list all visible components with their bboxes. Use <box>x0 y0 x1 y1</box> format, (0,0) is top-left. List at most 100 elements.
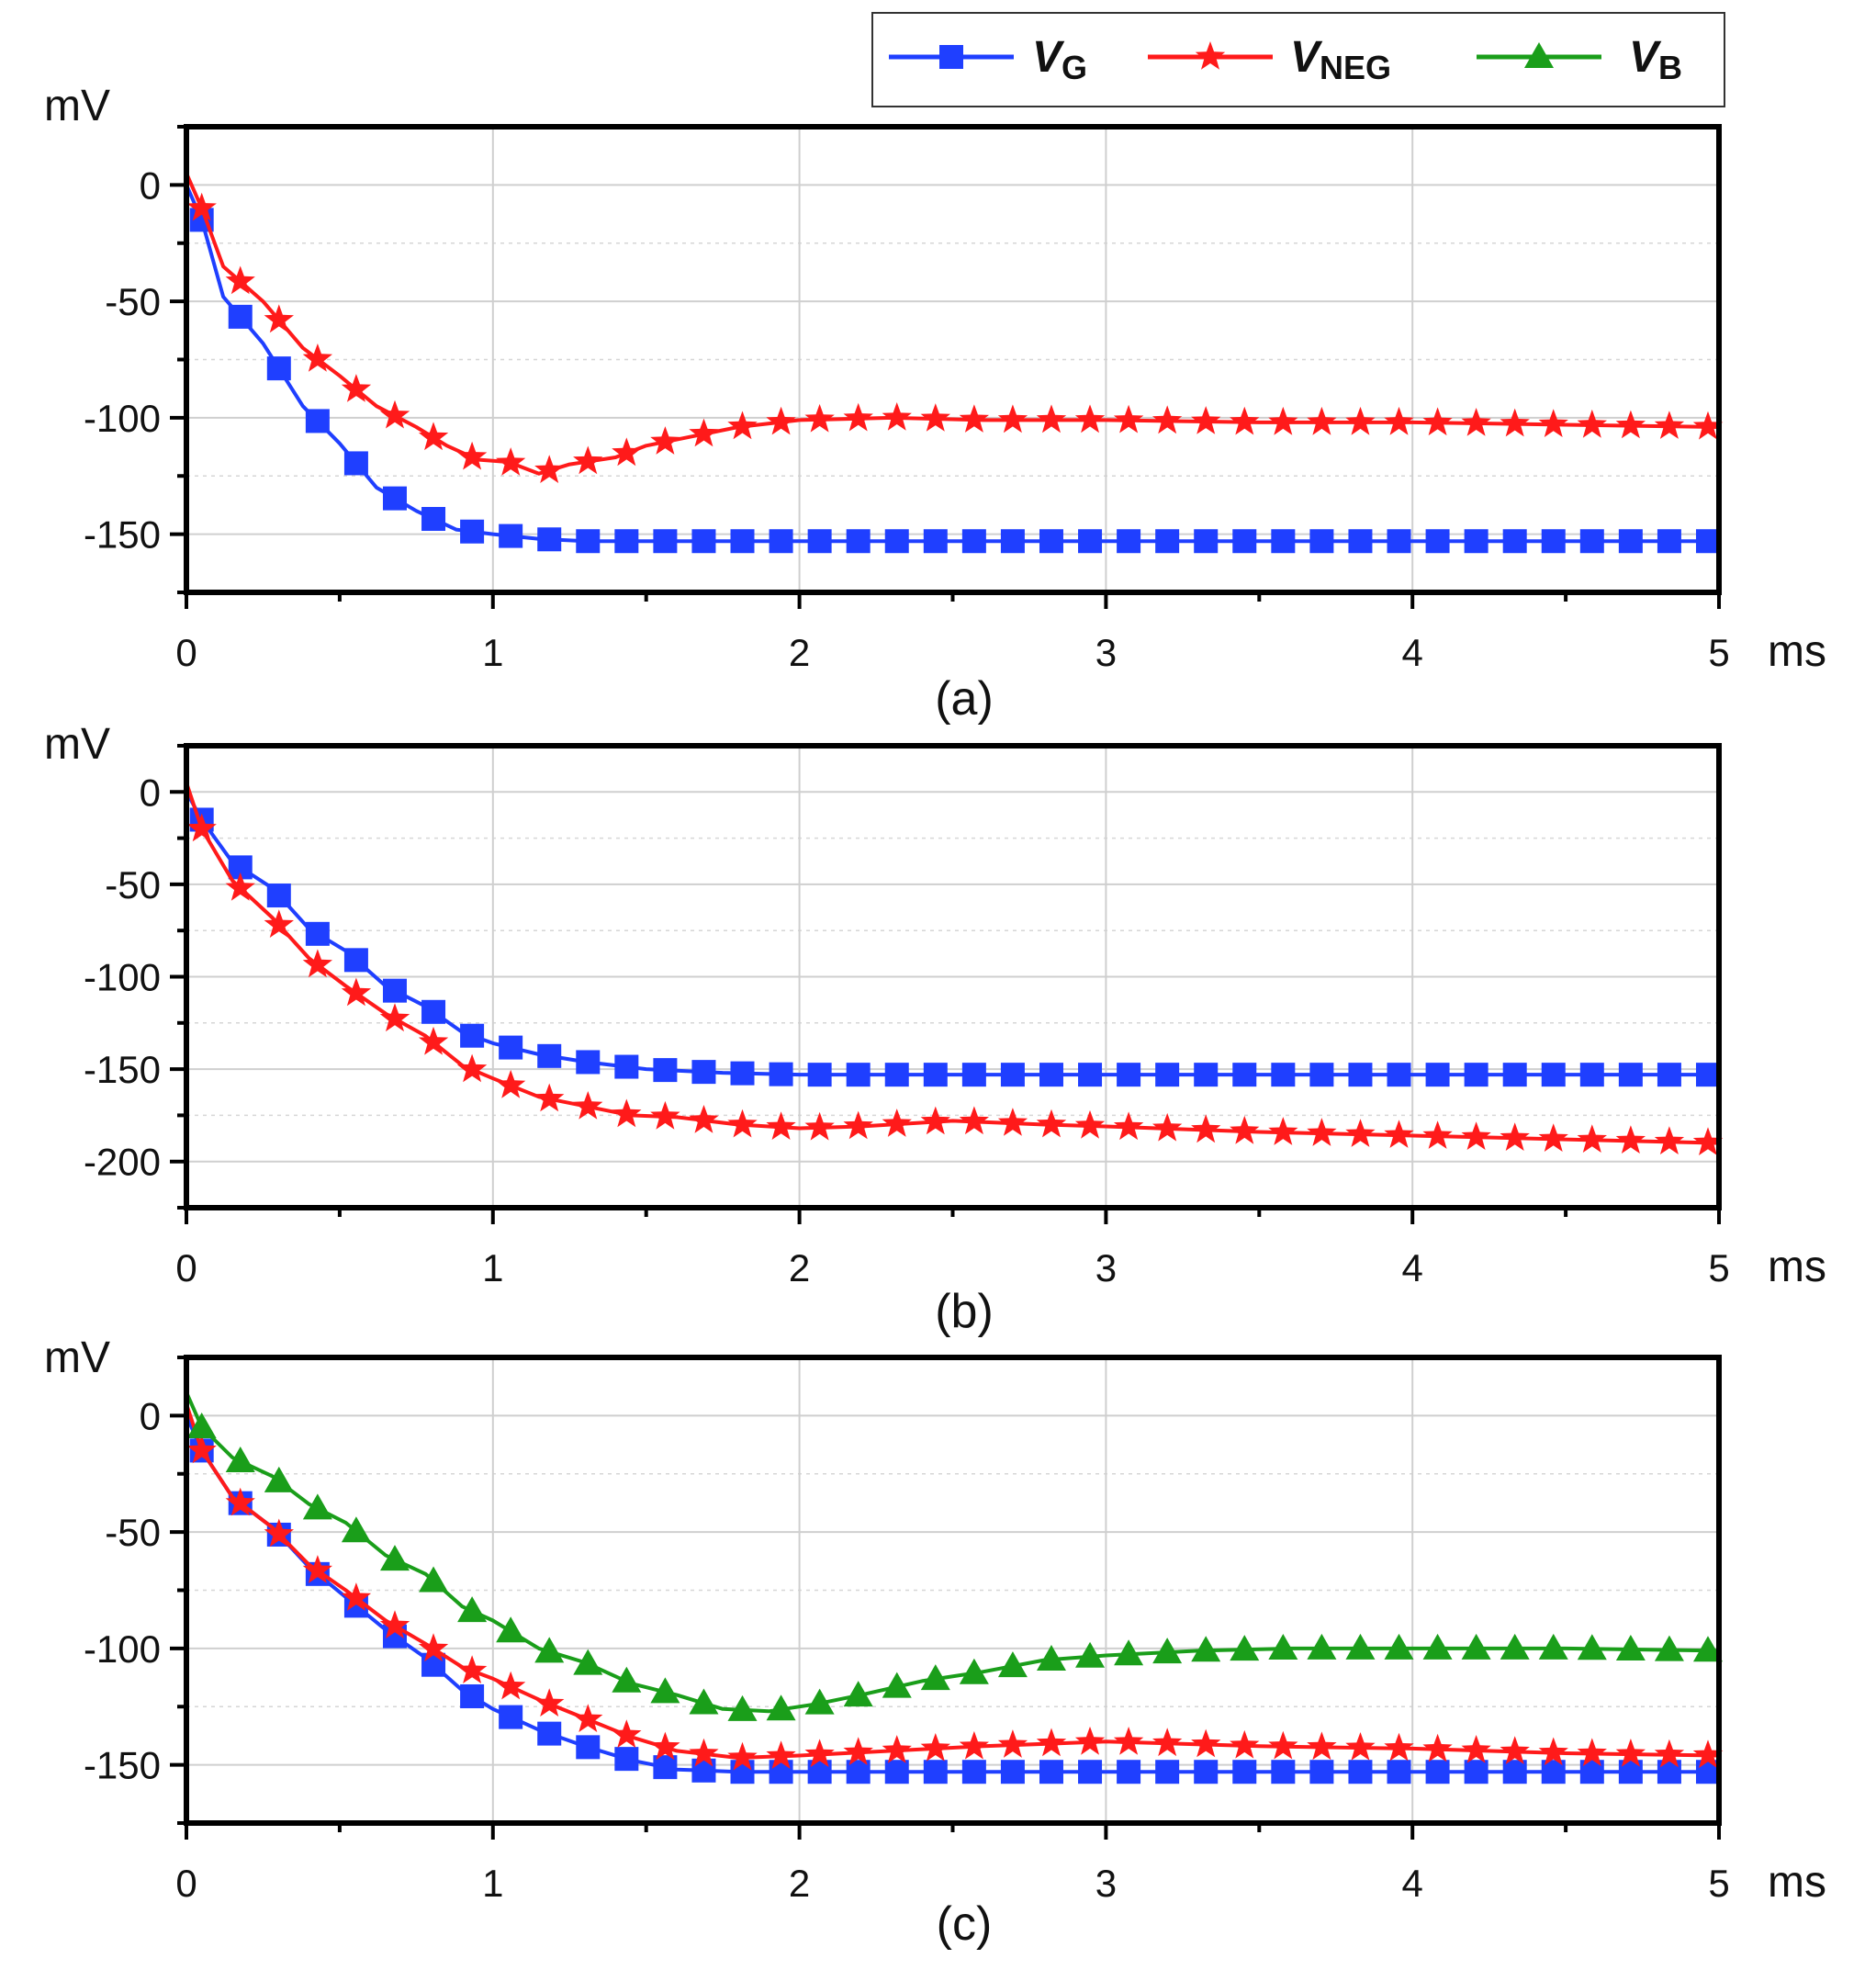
data-point-vneg <box>302 1555 332 1583</box>
data-point-vg <box>1078 529 1103 554</box>
data-point-vg <box>1618 529 1643 554</box>
data-point-vg <box>1657 1063 1681 1087</box>
panel-c: 0 -50 -100 -150 0 1 2 3 4 5 mV ms (c) <box>44 1334 1826 1951</box>
data-point-vneg <box>379 400 410 429</box>
data-point-vg <box>769 529 793 554</box>
data-point-vneg <box>650 426 680 455</box>
data-point-vg <box>1117 1760 1141 1784</box>
data-point-vg <box>576 529 601 554</box>
data-point-vg <box>923 1063 948 1087</box>
series-vg <box>185 1414 1720 1784</box>
x-tick-label: 4 <box>1402 631 1423 674</box>
data-point-vg <box>1078 1063 1103 1087</box>
data-point-vg <box>1232 529 1257 554</box>
data-point-vneg <box>766 406 796 435</box>
panel-b: 0 -50 -100 -150 -200 0 1 2 3 4 5 mV ms (b) <box>44 720 1826 1338</box>
data-point-vg <box>1039 1760 1063 1784</box>
data-point-vb <box>1075 1641 1106 1668</box>
data-point-vneg <box>1230 406 1260 435</box>
data-point-vg <box>576 1050 601 1075</box>
data-point-vg <box>691 1060 716 1085</box>
data-point-vneg <box>727 411 758 440</box>
data-point-vg <box>614 529 639 554</box>
data-point-vneg <box>1615 1739 1646 1767</box>
data-point-vneg <box>959 404 989 433</box>
data-point-vg <box>961 1063 986 1087</box>
data-point-vneg <box>1113 404 1144 433</box>
y-tick-label: -200 <box>84 1141 161 1184</box>
data-point-vg <box>884 529 909 554</box>
data-point-vb <box>882 1672 912 1698</box>
data-point-vneg <box>264 1518 294 1548</box>
panel-label: (b) <box>935 1285 994 1338</box>
x-tick-label: 3 <box>1095 1862 1117 1905</box>
data-point-vneg <box>1692 411 1724 440</box>
data-point-vb <box>573 1649 603 1675</box>
data-point-vneg <box>1113 1727 1144 1755</box>
data-point-vneg <box>1422 1120 1453 1149</box>
data-point-vg <box>576 1735 601 1760</box>
data-point-vneg <box>612 1719 642 1749</box>
data-point-vneg <box>1268 1730 1298 1760</box>
plot-frame <box>184 124 1722 595</box>
data-point-vg <box>653 529 678 554</box>
series-vg <box>185 791 1720 1087</box>
y-unit-label: mV <box>44 1334 110 1382</box>
data-point-vg <box>691 529 716 554</box>
data-point-vg <box>1309 1760 1334 1784</box>
y-tick-label: 0 <box>140 1394 161 1437</box>
data-point-vg <box>1695 1063 1720 1087</box>
data-point-vb <box>1615 1634 1646 1660</box>
data-point-vneg <box>418 1026 449 1055</box>
data-point-vb <box>959 1658 989 1684</box>
legend-marker-vneg <box>1195 41 1226 70</box>
data-point-vneg <box>379 1610 410 1639</box>
data-point-vneg <box>1422 407 1453 436</box>
data-point-vneg <box>1384 406 1414 435</box>
data-point-vneg <box>302 343 332 372</box>
data-point-vneg <box>1191 1728 1221 1758</box>
data-point-vg <box>460 1683 485 1708</box>
data-point-vneg <box>1615 1125 1646 1154</box>
data-point-vneg <box>496 447 526 476</box>
data-point-vneg <box>264 909 294 938</box>
data-point-vg <box>884 1760 909 1784</box>
data-point-vneg <box>882 1109 912 1137</box>
data-point-vg <box>1232 1063 1257 1087</box>
data-point-vb <box>1461 1633 1491 1660</box>
x-tick-label: 2 <box>789 1246 810 1289</box>
data-point-vg <box>1000 1063 1025 1087</box>
data-point-vg <box>1695 529 1720 554</box>
data-point-vg <box>1194 1760 1219 1784</box>
data-point-vg <box>1232 1760 1257 1784</box>
data-point-vneg <box>573 1704 603 1732</box>
data-point-vneg <box>1307 1731 1337 1761</box>
data-point-vg <box>1464 1063 1488 1087</box>
data-point-vneg <box>689 1105 719 1133</box>
data-point-vb <box>766 1694 796 1721</box>
data-point-vg <box>1117 1063 1141 1087</box>
data-point-vg <box>1309 1063 1334 1087</box>
data-point-vneg <box>1384 1732 1414 1762</box>
data-point-vneg <box>1152 1112 1183 1142</box>
data-point-vneg <box>456 441 488 470</box>
data-point-vneg <box>534 1688 565 1717</box>
data-point-vneg <box>1036 1109 1067 1138</box>
data-point-vneg <box>1500 1736 1530 1764</box>
data-point-vneg <box>225 872 255 901</box>
data-point-vg <box>1271 1063 1296 1087</box>
data-point-vneg <box>843 402 873 432</box>
data-point-vg <box>884 1063 909 1087</box>
data-point-vg <box>846 529 871 554</box>
y-unit-label: mV <box>44 82 110 130</box>
data-point-vneg <box>1036 1728 1067 1757</box>
data-point-vg <box>691 1758 716 1783</box>
data-point-vg <box>1155 1063 1180 1087</box>
data-point-vg <box>923 529 948 554</box>
data-point-vg <box>1502 1760 1527 1784</box>
data-point-vneg <box>341 374 372 402</box>
data-point-vg <box>846 1063 871 1087</box>
data-point-vneg <box>650 1731 680 1761</box>
data-point-vneg <box>766 1740 796 1769</box>
data-point-vb <box>650 1677 680 1704</box>
